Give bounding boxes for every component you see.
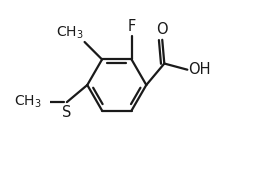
Text: O: O: [157, 22, 168, 37]
Text: CH$_3$: CH$_3$: [56, 24, 83, 41]
Text: OH: OH: [188, 62, 211, 77]
Text: S: S: [62, 105, 72, 120]
Text: F: F: [128, 19, 136, 34]
Text: CH$_3$: CH$_3$: [14, 94, 41, 110]
